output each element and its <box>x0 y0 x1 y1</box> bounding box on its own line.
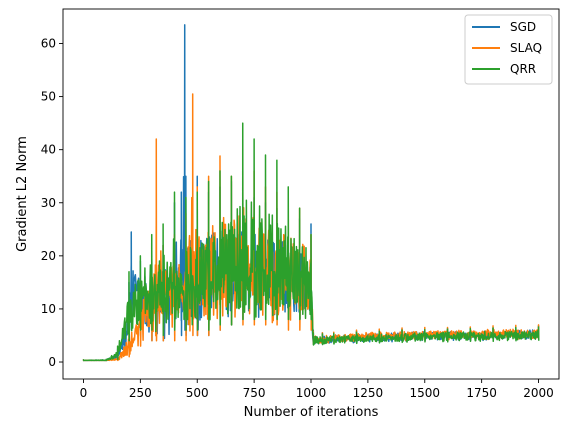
series-layer <box>82 24 540 362</box>
y-axis: 0 10 20 30 40 50 60 <box>41 37 63 369</box>
x-tick-label: 1500 <box>409 386 440 400</box>
x-tick-label: 2000 <box>523 386 554 400</box>
y-axis-label: Gradient L2 Norm <box>15 136 30 252</box>
y-tick-label: 50 <box>41 90 56 104</box>
y-tick-label: 0 <box>48 355 56 369</box>
y-tick-label: 60 <box>41 37 56 51</box>
legend: SGD SLAQ QRR <box>464 14 553 85</box>
y-tick-label: 30 <box>41 196 56 210</box>
series-line-qrr <box>82 122 540 362</box>
legend-label-sgd: SGD <box>510 20 536 34</box>
x-tick-label: 250 <box>129 386 152 400</box>
x-tick-label: 1250 <box>353 386 384 400</box>
x-tick-label: 1000 <box>296 386 327 400</box>
x-tick-label: 500 <box>186 386 209 400</box>
y-tick-label: 40 <box>41 143 56 157</box>
legend-box <box>464 14 553 85</box>
x-tick-label: 750 <box>243 386 266 400</box>
legend-label-qrr: QRR <box>510 62 536 76</box>
legend-label-slaq: SLAQ <box>510 41 542 55</box>
x-tick-label: 1750 <box>466 386 497 400</box>
x-axis-label: Number of iterations <box>244 405 379 420</box>
x-axis: 0 250 500 750 1000 1250 1500 1750 2000 <box>80 379 554 400</box>
y-tick-label: 20 <box>41 249 56 263</box>
y-tick-label: 10 <box>41 302 56 316</box>
x-tick-label: 0 <box>80 386 88 400</box>
